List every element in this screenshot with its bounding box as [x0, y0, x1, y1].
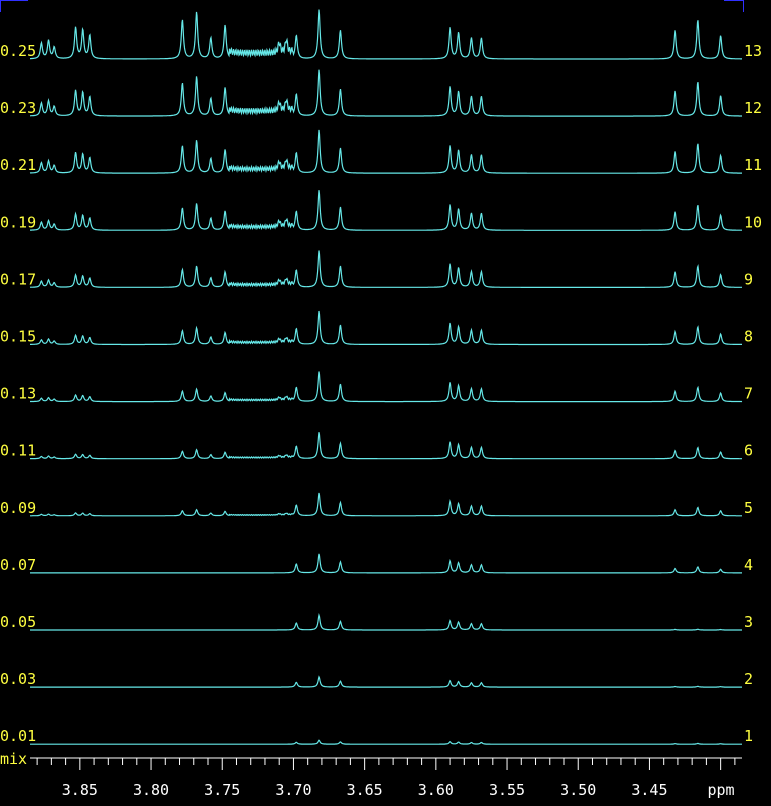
- trace-left-label-11: 0.21: [0, 156, 36, 174]
- trace-left-label-2: 0.03: [0, 670, 36, 688]
- spectrum-trace-7: [30, 371, 743, 403]
- axis-tick-label: 3.85: [62, 781, 98, 799]
- trace-index-8: 8: [744, 328, 753, 346]
- axis-tick-label: 3.65: [347, 781, 383, 799]
- spectrum-trace-3: [30, 612, 742, 631]
- trace-labels: 0.25 130.23 120.21 110.19 100.17 90.15 80.13 70…: [0, 42, 762, 745]
- trace-index-11: 11: [744, 156, 762, 174]
- spectrum-trace-1: [30, 739, 742, 745]
- trace-index-9: 9: [744, 270, 753, 288]
- axis-tick-label: 3.50: [560, 781, 596, 799]
- spectrum-trace-5: [30, 492, 742, 517]
- trace-index-1: 1: [744, 727, 753, 745]
- trace-left-label-12: 0.23: [0, 99, 36, 117]
- spectrum-trace-13: [30, 9, 742, 60]
- axis-tick-label: 3.75: [204, 781, 240, 799]
- corner-bracket-left: [0, 0, 28, 12]
- spectrum-trace-11: [29, 129, 742, 174]
- spectrum-trace-10: [30, 190, 742, 231]
- mix-label: mix: [0, 750, 27, 768]
- spectrum-trace-9: [29, 250, 742, 288]
- corner-bracket-right: [724, 0, 744, 12]
- plot-corner-brackets: [0, 0, 744, 12]
- spectrum-trace-8: [30, 310, 742, 346]
- axis-tick-label: 3.60: [418, 781, 454, 799]
- trace-left-label-5: 0.09: [0, 499, 36, 517]
- trace-index-12: 12: [744, 99, 762, 117]
- axis-tick-label: 3.80: [133, 781, 169, 799]
- trace-index-2: 2: [744, 670, 753, 688]
- spectrum-trace-4: [30, 553, 742, 574]
- trace-left-label-7: 0.13: [0, 385, 36, 403]
- spectrum-trace-2: [30, 675, 742, 688]
- trace-index-4: 4: [744, 556, 753, 574]
- trace-index-6: 6: [744, 442, 753, 460]
- axis-tick-label: 3.70: [275, 781, 311, 799]
- spectrum-traces: [29, 9, 743, 745]
- trace-left-label-4: 0.07: [0, 556, 36, 574]
- trace-index-3: 3: [744, 613, 753, 631]
- trace-left-label-13: 0.25: [0, 42, 36, 60]
- trace-left-label-1: 0.01: [0, 727, 36, 745]
- trace-left-label-8: 0.15: [0, 328, 36, 346]
- axis-tick-label: 3.55: [489, 781, 525, 799]
- trace-left-label-6: 0.11: [0, 442, 36, 460]
- axis-tick-label: 3.45: [631, 781, 667, 799]
- trace-index-13: 13: [744, 42, 762, 60]
- trace-index-5: 5: [744, 499, 753, 517]
- trace-left-label-10: 0.19: [0, 213, 36, 231]
- trace-index-7: 7: [744, 385, 753, 403]
- axis-unit-label: ppm: [707, 781, 734, 799]
- trace-left-label-9: 0.17: [0, 270, 36, 288]
- trace-left-label-3: 0.05: [0, 613, 36, 631]
- spectrum-trace-12: [30, 69, 742, 117]
- trace-index-10: 10: [744, 213, 762, 231]
- spectrum-trace-6: [30, 432, 742, 460]
- ppm-axis: 3.85 3.80 3.75 3.70 3.65 3.60 3.55 3.50 3.45 ppm: [30, 757, 742, 799]
